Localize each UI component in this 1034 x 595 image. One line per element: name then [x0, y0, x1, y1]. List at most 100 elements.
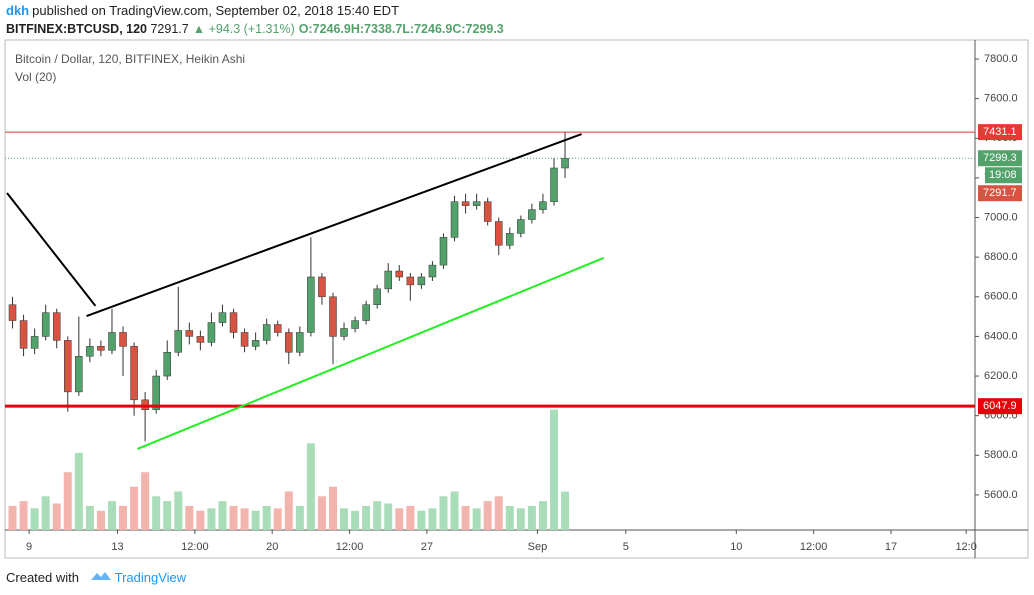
candle-body	[41, 312, 50, 337]
candle-body	[19, 320, 28, 349]
volume-bar	[417, 510, 426, 530]
y-tick-label: 6400.0	[984, 330, 1018, 342]
candle-body	[163, 352, 171, 377]
x-tick-label: 12:00	[336, 541, 364, 553]
price-label: 6047.9	[983, 400, 1017, 412]
symbol: BITFINEX:BTCUSD, 120	[6, 22, 147, 36]
price-label-bg	[978, 150, 1022, 167]
volume-bar	[351, 510, 360, 530]
x-tick-label: 12:00	[800, 541, 828, 553]
candle-body	[395, 270, 404, 278]
volume-bar	[74, 452, 83, 530]
candle-body	[406, 276, 415, 286]
volume-bar	[494, 496, 503, 530]
volume-bar	[505, 505, 514, 530]
footer: Created with TradingView	[6, 570, 186, 585]
volume-bar	[317, 496, 326, 530]
candle-body	[174, 330, 183, 353]
candle-body	[450, 201, 459, 238]
candle-body	[64, 340, 72, 393]
candle-body	[207, 322, 216, 343]
candle-body	[296, 332, 304, 353]
candle-body	[318, 276, 326, 298]
x-tick-label: 13	[111, 541, 123, 553]
countdown: 19:08	[989, 169, 1017, 181]
volume-bar	[174, 491, 183, 530]
candle-body	[494, 221, 503, 246]
created: Created with	[6, 570, 79, 585]
chart-frame	[4, 39, 1029, 559]
volume-bar	[196, 510, 205, 530]
y-tick-label: 5800.0	[984, 449, 1018, 461]
volume-bar	[163, 501, 172, 530]
volume-title: Vol (20)	[15, 70, 56, 84]
candle-body	[550, 167, 558, 202]
x-tick-label: 12:0	[955, 541, 976, 553]
volume-bar	[30, 508, 39, 530]
candle-body	[97, 346, 105, 351]
price-label-bg	[978, 124, 1022, 141]
volume-bar	[516, 508, 525, 530]
countdown-bg	[985, 167, 1022, 184]
candle-body	[8, 304, 17, 321]
candle-body	[130, 346, 138, 401]
candle-body	[262, 324, 271, 341]
y-tick-label: 5600.0	[984, 489, 1018, 501]
candle-body	[483, 201, 492, 222]
chart: Bitcoin / Dollar, 120, BITFINEX, Heikin …	[4, 39, 1029, 559]
x-tick-label: Sep	[528, 541, 548, 553]
candle-body	[472, 201, 481, 206]
volume-bar	[362, 505, 371, 530]
candle-body	[185, 330, 194, 337]
volume-bar	[284, 491, 293, 530]
candle-body	[428, 264, 437, 278]
candle-body	[30, 336, 39, 349]
candle-body	[517, 219, 525, 234]
volume-bar	[207, 508, 216, 530]
candle-body	[351, 320, 359, 329]
y-tick-label: 7600.0	[984, 93, 1018, 105]
volume-bar	[107, 501, 116, 530]
volume-bar	[428, 508, 437, 530]
candle-body	[86, 346, 94, 357]
volume-bar	[395, 508, 404, 530]
candle-body	[108, 332, 116, 351]
volume-bar	[461, 505, 470, 530]
candle-body	[307, 276, 315, 333]
price-label: 7431.1	[983, 126, 1017, 138]
price-label-bg	[978, 398, 1022, 415]
volume-bar	[8, 505, 17, 530]
candle-body	[119, 332, 127, 347]
brand[interactable]: TradingView	[114, 570, 187, 585]
candle-body	[251, 340, 260, 347]
header-line: dkh published on TradingView.com, Septemb…	[6, 3, 403, 18]
volume-bar	[251, 510, 260, 530]
candle-body	[439, 237, 448, 266]
candle-body	[362, 304, 370, 321]
author[interactable]: dkh	[6, 3, 30, 18]
quote-line: BITFINEX:BTCUSD, 120 7291.7 ▲ +94.3 (+1.3…	[6, 22, 504, 36]
volume-bar	[483, 501, 492, 530]
published: published on TradingView.com, September …	[32, 3, 400, 18]
volume-bar	[439, 496, 448, 530]
candle-body	[152, 375, 160, 410]
logo	[90, 572, 111, 580]
volume-bar	[340, 508, 349, 530]
candle-body	[340, 328, 348, 337]
x-tick-label: 20	[266, 541, 278, 553]
volume-bar	[561, 491, 570, 530]
volume-bar	[295, 505, 304, 530]
volume-bar	[384, 503, 393, 530]
ohlc-close: C:7299.3	[452, 22, 504, 36]
x-tick-label: 27	[421, 541, 433, 553]
volume-bar	[406, 505, 415, 530]
x-tick-label: 17	[885, 541, 897, 553]
volume-bar	[328, 486, 337, 530]
candle-body	[461, 201, 470, 206]
candle-body	[373, 288, 381, 305]
candle-body	[218, 312, 227, 323]
x-tick-label: 5	[623, 541, 629, 553]
chart-title: Bitcoin / Dollar, 120, BITFINEX, Heikin …	[15, 52, 245, 66]
y-tick-label: 7800.0	[984, 53, 1018, 65]
